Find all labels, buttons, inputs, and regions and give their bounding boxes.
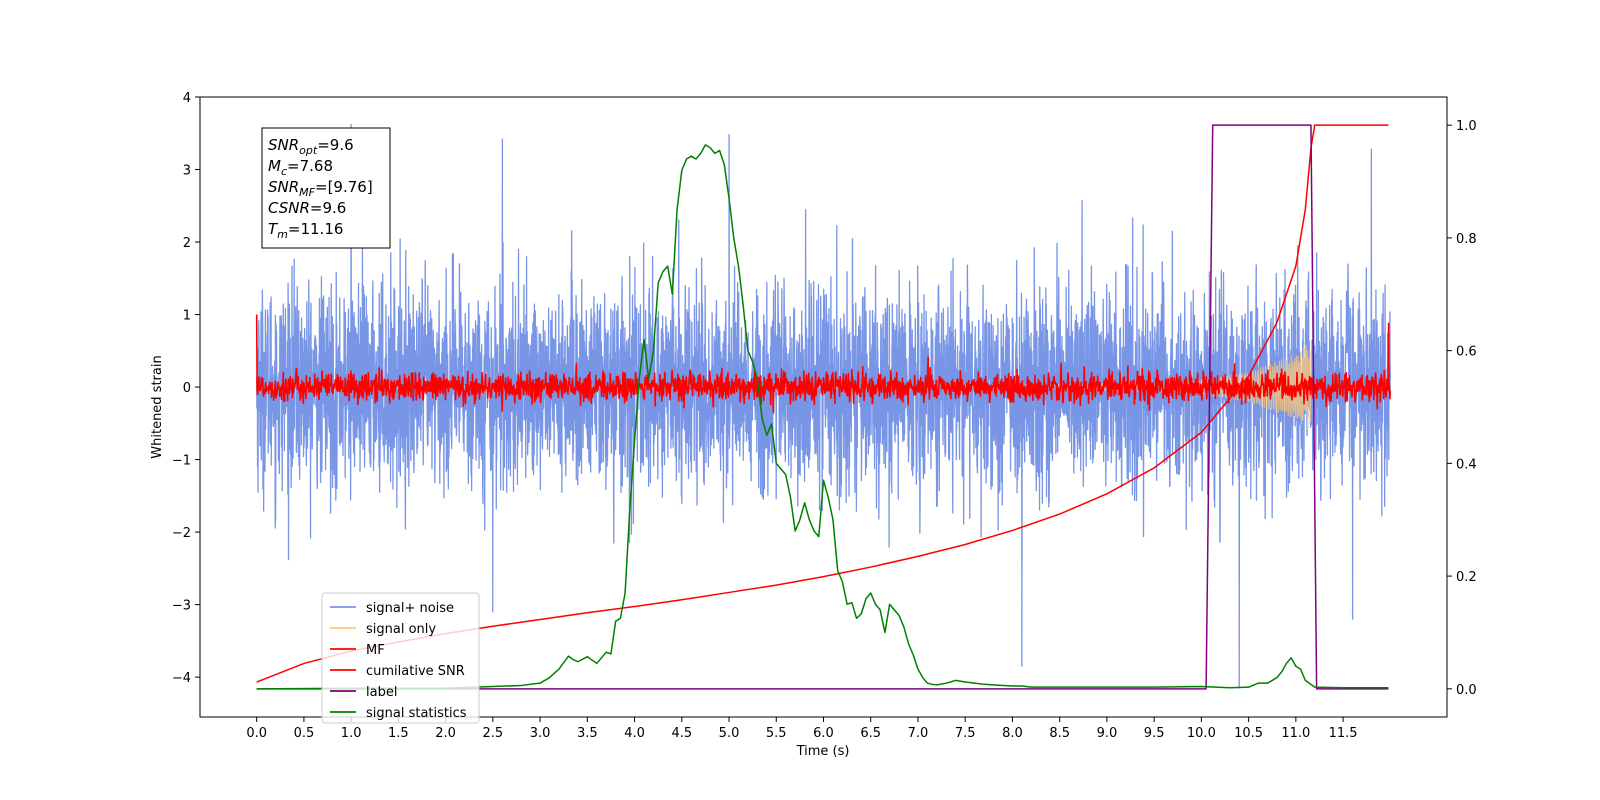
y2-tick-label: 0.8 bbox=[1456, 232, 1477, 247]
legend-label: MF bbox=[366, 643, 385, 658]
x-axis-title: Time (s) bbox=[796, 744, 850, 759]
legend-label: label bbox=[366, 685, 397, 700]
x-tick-label: 2.0 bbox=[435, 726, 456, 741]
y2-tick-label: 0.4 bbox=[1456, 457, 1477, 472]
x-tick-label: 10.5 bbox=[1234, 726, 1263, 741]
legend-label: signal+ noise bbox=[366, 601, 454, 616]
x-tick-label: 9.5 bbox=[1144, 726, 1165, 741]
x-tick-label: 0.0 bbox=[246, 726, 267, 741]
info-line: Mc=7.68 bbox=[268, 157, 333, 178]
x-tick-label: 11.0 bbox=[1281, 726, 1310, 741]
x-tick-label: 11.5 bbox=[1329, 726, 1358, 741]
info-line: SNRopt=9.6 bbox=[268, 136, 354, 157]
y2-tick-label: 0.6 bbox=[1456, 345, 1477, 360]
x-tick-label: 5.5 bbox=[766, 726, 787, 741]
y-tick-label: 3 bbox=[183, 164, 191, 179]
x-tick-label: 2.5 bbox=[483, 726, 504, 741]
x-tick-label: 8.0 bbox=[1002, 726, 1023, 741]
y-tick-label: −2 bbox=[172, 526, 191, 541]
x-tick-label: 1.0 bbox=[341, 726, 362, 741]
legend-label: signal only bbox=[366, 622, 436, 637]
legend: signal+ noise signal only MF cumilative SNR… bbox=[321, 592, 480, 724]
x-tick-label: 7.0 bbox=[908, 726, 929, 741]
x-tick-label: 8.5 bbox=[1049, 726, 1070, 741]
x-tick-label: 5.0 bbox=[719, 726, 740, 741]
series-signal-statistics bbox=[256, 144, 1389, 690]
y2-tick-label: 0.2 bbox=[1456, 570, 1477, 585]
legend-items: signal+ noise signal only MF cumilative SNR… bbox=[330, 601, 467, 721]
x-tick-label: 6.0 bbox=[813, 726, 834, 741]
info-box-frame bbox=[261, 127, 391, 249]
legend-label: signal statistics bbox=[366, 706, 467, 721]
info-line: SNRMF=[9.76] bbox=[268, 178, 373, 199]
ticks-layer: 0.0 0.5 1.0 1.5 2.0 2.5 3.0 3.5 4.0 4.5 5.0 5.5 6.0 6… bbox=[172, 91, 1477, 741]
y-tick-label: 0 bbox=[183, 381, 191, 396]
y-axis-title: Whitened strain bbox=[150, 355, 165, 458]
y-tick-label: −3 bbox=[172, 599, 191, 614]
x-tick-label: 0.5 bbox=[294, 726, 315, 741]
y-tick-label: −1 bbox=[172, 454, 191, 469]
x-tick-label: 9.0 bbox=[1097, 726, 1118, 741]
x-tick-label: 6.5 bbox=[860, 726, 881, 741]
y2-tick-label: 1.0 bbox=[1456, 119, 1477, 134]
legend-label: cumilative SNR bbox=[366, 664, 465, 679]
x-tick-label: 7.5 bbox=[955, 726, 976, 741]
y-tick-label: 2 bbox=[183, 236, 191, 251]
series-mf bbox=[255, 314, 1392, 413]
x-tick-label: 4.5 bbox=[671, 726, 692, 741]
y2-tick-label: 0.0 bbox=[1456, 683, 1477, 698]
y-tick-label: 1 bbox=[183, 309, 191, 324]
legend-frame bbox=[321, 592, 480, 724]
x-tick-label: 1.5 bbox=[388, 726, 409, 741]
x-tick-label: 3.0 bbox=[530, 726, 551, 741]
y-tick-label: −4 bbox=[172, 671, 191, 686]
x-tick-label: 10.0 bbox=[1187, 726, 1216, 741]
info-line: Tm=11.16 bbox=[268, 220, 343, 241]
x-tick-label: 3.5 bbox=[577, 726, 598, 741]
series-signal-noise bbox=[256, 123, 1391, 689]
x-tick-label: 4.0 bbox=[624, 726, 645, 741]
info-line: CSNR=9.6 bbox=[268, 199, 346, 217]
series-label bbox=[256, 124, 1389, 690]
y-tick-label: 4 bbox=[183, 91, 191, 106]
